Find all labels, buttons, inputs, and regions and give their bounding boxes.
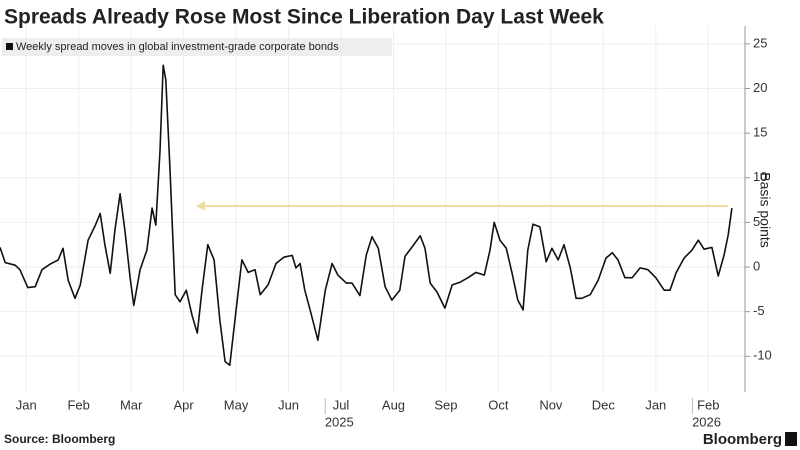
annotation-arrowhead (196, 201, 205, 211)
x-tick-label: Sep (434, 397, 457, 412)
x-tick-label: Mar (120, 397, 143, 412)
y-tick-label: 15 (753, 125, 767, 140)
legend-label: Weekly spread moves in global investment… (16, 41, 339, 53)
x-year-label: 2026 (692, 414, 721, 429)
x-tick-label: Aug (382, 397, 405, 412)
x-tick-label: Jul (333, 397, 350, 412)
legend-swatch (6, 43, 13, 50)
x-tick-label: Jan (16, 397, 37, 412)
x-year-label: 2025 (325, 414, 354, 429)
brand-icon (785, 432, 797, 446)
x-tick-label: Feb (67, 397, 89, 412)
legend-box (2, 38, 392, 56)
x-tick-label: Nov (539, 397, 563, 412)
source: Source: Bloomberg (4, 432, 115, 446)
y-tick-label: -10 (753, 348, 772, 363)
y-tick-label: 0 (753, 258, 760, 273)
x-tick-label: Dec (592, 397, 616, 412)
y-tick-label: 20 (753, 80, 767, 95)
x-tick-label: Jan (645, 397, 666, 412)
x-tick-label: Feb (697, 397, 719, 412)
y-tick-label: 5 (753, 214, 760, 229)
brand: Bloomberg (703, 431, 782, 448)
chart-title: Spreads Already Rose Most Since Liberati… (4, 6, 604, 29)
y-tick-label: -5 (753, 303, 765, 318)
y-axis-label: Basis points (757, 172, 773, 247)
x-tick-label: Oct (488, 397, 509, 412)
x-tick-label: Apr (174, 397, 195, 412)
y-tick-label: 25 (753, 35, 767, 50)
series-line (0, 64, 733, 366)
y-tick-label: 10 (753, 169, 767, 184)
x-tick-label: Jun (278, 397, 299, 412)
x-tick-label: May (224, 397, 249, 412)
